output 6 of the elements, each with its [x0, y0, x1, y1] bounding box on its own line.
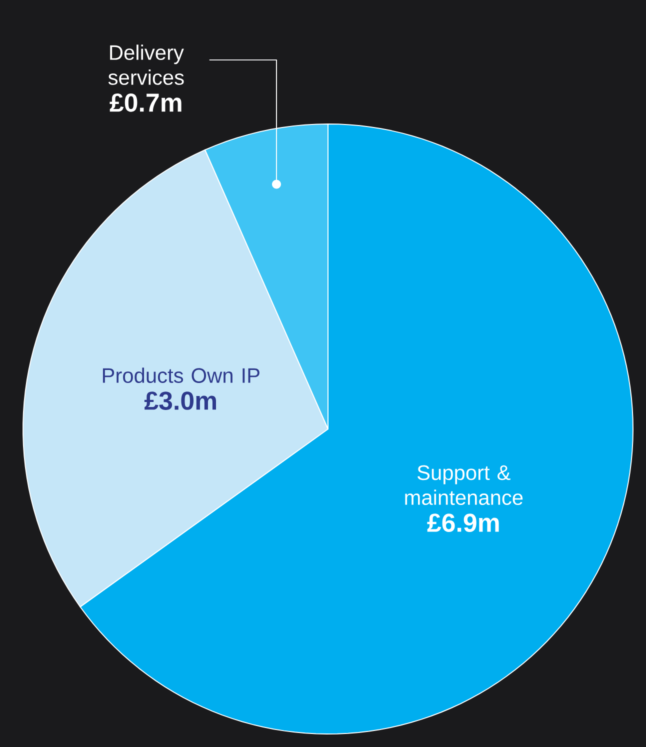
slice-label: Products Own IP: [102, 368, 260, 383]
data-label: £3.0m: [144, 392, 216, 410]
data-label: £6.9m: [427, 514, 499, 532]
data-label: £0.7m: [110, 94, 182, 112]
slice-label: Delivery services: [108, 44, 184, 85]
slice-label: Support & maintenance: [405, 465, 523, 506]
